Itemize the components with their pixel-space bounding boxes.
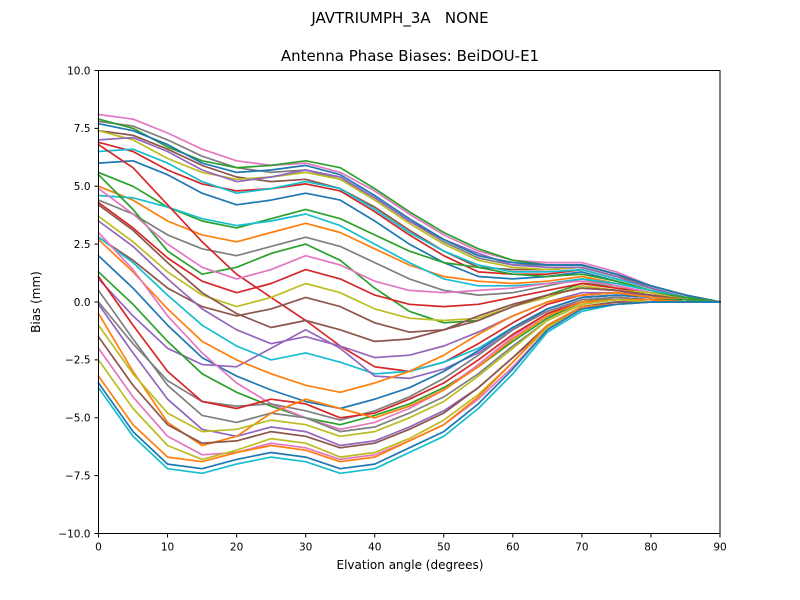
x-tick-label: 20 bbox=[230, 542, 243, 554]
series-line-15 bbox=[97, 143, 721, 373]
y-tick-label: −2.5 bbox=[65, 355, 91, 367]
x-tick-label: 50 bbox=[437, 542, 450, 554]
series-line-14 bbox=[97, 122, 721, 303]
series-line-33 bbox=[97, 298, 721, 447]
x-tick-label: 0 bbox=[95, 542, 102, 554]
series-line-13 bbox=[97, 194, 721, 303]
x-tick-label: 80 bbox=[644, 542, 657, 554]
y-tick-label: −5.0 bbox=[65, 413, 91, 425]
x-tick-label: 60 bbox=[506, 542, 519, 554]
series-line-1 bbox=[97, 113, 721, 303]
x-axis-label: Elvation angle (degrees) bbox=[336, 558, 484, 572]
y-axis-label: Bias (mm) bbox=[29, 271, 43, 333]
x-tick-label: 40 bbox=[368, 542, 381, 554]
series-line-35 bbox=[97, 298, 721, 438]
series-line-40 bbox=[97, 301, 721, 470]
series-line-22 bbox=[97, 203, 721, 343]
x-tick-label: 30 bbox=[299, 542, 312, 554]
series-line-25 bbox=[97, 254, 721, 410]
x-tick-label: 90 bbox=[713, 542, 726, 554]
x-tick-label: 70 bbox=[575, 542, 588, 554]
y-tick-label: 2.5 bbox=[74, 239, 91, 251]
series-line-36 bbox=[97, 301, 721, 461]
y-tick-label: −10.0 bbox=[58, 528, 90, 540]
y-tick-label: 7.5 bbox=[74, 123, 91, 135]
y-tick-label: 5.0 bbox=[74, 181, 91, 193]
series-line-34 bbox=[97, 301, 721, 449]
y-tick-label: −7.5 bbox=[65, 470, 91, 482]
y-tick-label: 0.0 bbox=[74, 297, 91, 309]
series-line-26 bbox=[97, 238, 721, 394]
series-line-11 bbox=[97, 171, 721, 303]
series-line-7 bbox=[97, 148, 721, 303]
chart-title: Antenna Phase Biases: BeiDOU-E1 bbox=[280, 47, 540, 65]
x-tick-label: 10 bbox=[161, 542, 174, 554]
figure-suptitle: JAVTRIUMPH_3A NONE bbox=[311, 9, 489, 27]
series-line-23 bbox=[97, 236, 721, 375]
series-line-17 bbox=[97, 201, 721, 308]
series-line-32 bbox=[97, 301, 721, 447]
series-line-37 bbox=[97, 301, 721, 461]
series-line-8 bbox=[97, 136, 721, 303]
series-line-18 bbox=[97, 187, 721, 303]
y-tick-label: 10.0 bbox=[67, 65, 90, 77]
